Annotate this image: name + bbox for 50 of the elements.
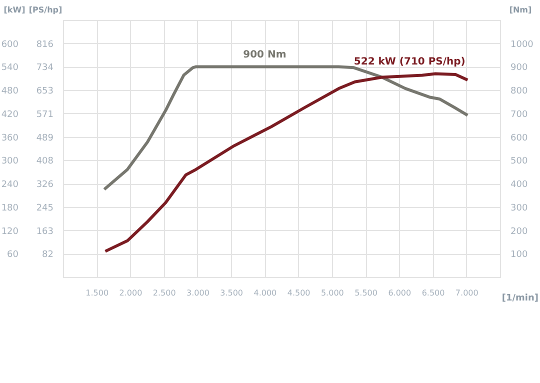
y3-tick-label: 816 bbox=[36, 40, 54, 50]
y3-tick-label: 734 bbox=[36, 63, 54, 74]
x-tick-label: 5.500 bbox=[354, 288, 378, 298]
line-series bbox=[102, 65, 470, 191]
y-tick-label: 600 bbox=[1, 40, 19, 50]
x-tick-label: 1.500 bbox=[86, 288, 109, 298]
x-axis-title: [1/min] bbox=[502, 294, 538, 304]
x-tick-label: 4.000 bbox=[254, 288, 277, 298]
y2-tick-label: 900 bbox=[510, 63, 528, 74]
y-axis-title: [kW] bbox=[4, 6, 26, 14]
y3-tick-label: 82 bbox=[42, 250, 54, 260]
y3-tick-label: 245 bbox=[36, 203, 54, 214]
y3-tick-label: 326 bbox=[36, 180, 54, 190]
y-tick-label: 480 bbox=[1, 86, 19, 97]
y2-tick-label: 800 bbox=[510, 86, 528, 97]
y2-axis-title: [Nm] bbox=[509, 6, 532, 14]
y3-axis-title: [PS/hp] bbox=[28, 6, 62, 14]
y-tick-label: 180 bbox=[1, 203, 19, 214]
x-tick-label: 2.500 bbox=[152, 288, 176, 298]
y3-tick-label: 571 bbox=[36, 110, 54, 120]
y-tick-label: 360 bbox=[1, 133, 19, 144]
y2-tick-label: 400 bbox=[510, 180, 528, 190]
x-tick-label: 6.000 bbox=[388, 288, 412, 298]
y3-tick-label: 653 bbox=[36, 86, 54, 97]
y3-tick-label: 163 bbox=[36, 226, 54, 237]
y2-tick-label: 100 bbox=[510, 250, 528, 260]
y-tick-label: 300 bbox=[1, 156, 19, 167]
y2-tick-label: 300 bbox=[510, 203, 528, 214]
y3-tick-label: 489 bbox=[36, 133, 54, 144]
y-tick-label: 60 bbox=[7, 250, 19, 260]
series-label: 900 Nm bbox=[243, 50, 286, 61]
y2-tick-label: 200 bbox=[510, 226, 528, 237]
y-tick-label: 240 bbox=[1, 180, 19, 190]
y2-tick-label: 700 bbox=[510, 110, 528, 120]
y3-tick-label: 408 bbox=[36, 156, 54, 167]
line-series bbox=[104, 72, 470, 253]
x-tick-label: 2.000 bbox=[119, 288, 142, 298]
x-tick-label: 7.000 bbox=[455, 288, 478, 298]
x-tick-label: 3.500 bbox=[220, 288, 244, 298]
x-tick-label: 6.500 bbox=[422, 288, 445, 298]
y2-tick-label: 1000 bbox=[510, 40, 534, 50]
y-tick-label: 420 bbox=[1, 110, 19, 120]
series-label: 522 kW (710 PS/hp) bbox=[354, 56, 466, 68]
y2-tick-label: 500 bbox=[510, 156, 528, 167]
y-tick-label: 120 bbox=[1, 226, 19, 237]
y-tick-label: 540 bbox=[1, 63, 19, 74]
x-tick-label: 3.000 bbox=[186, 288, 210, 298]
y2-tick-label: 600 bbox=[510, 133, 528, 144]
x-tick-label: 5.000 bbox=[320, 288, 344, 298]
x-tick-label: 4.500 bbox=[287, 288, 310, 298]
